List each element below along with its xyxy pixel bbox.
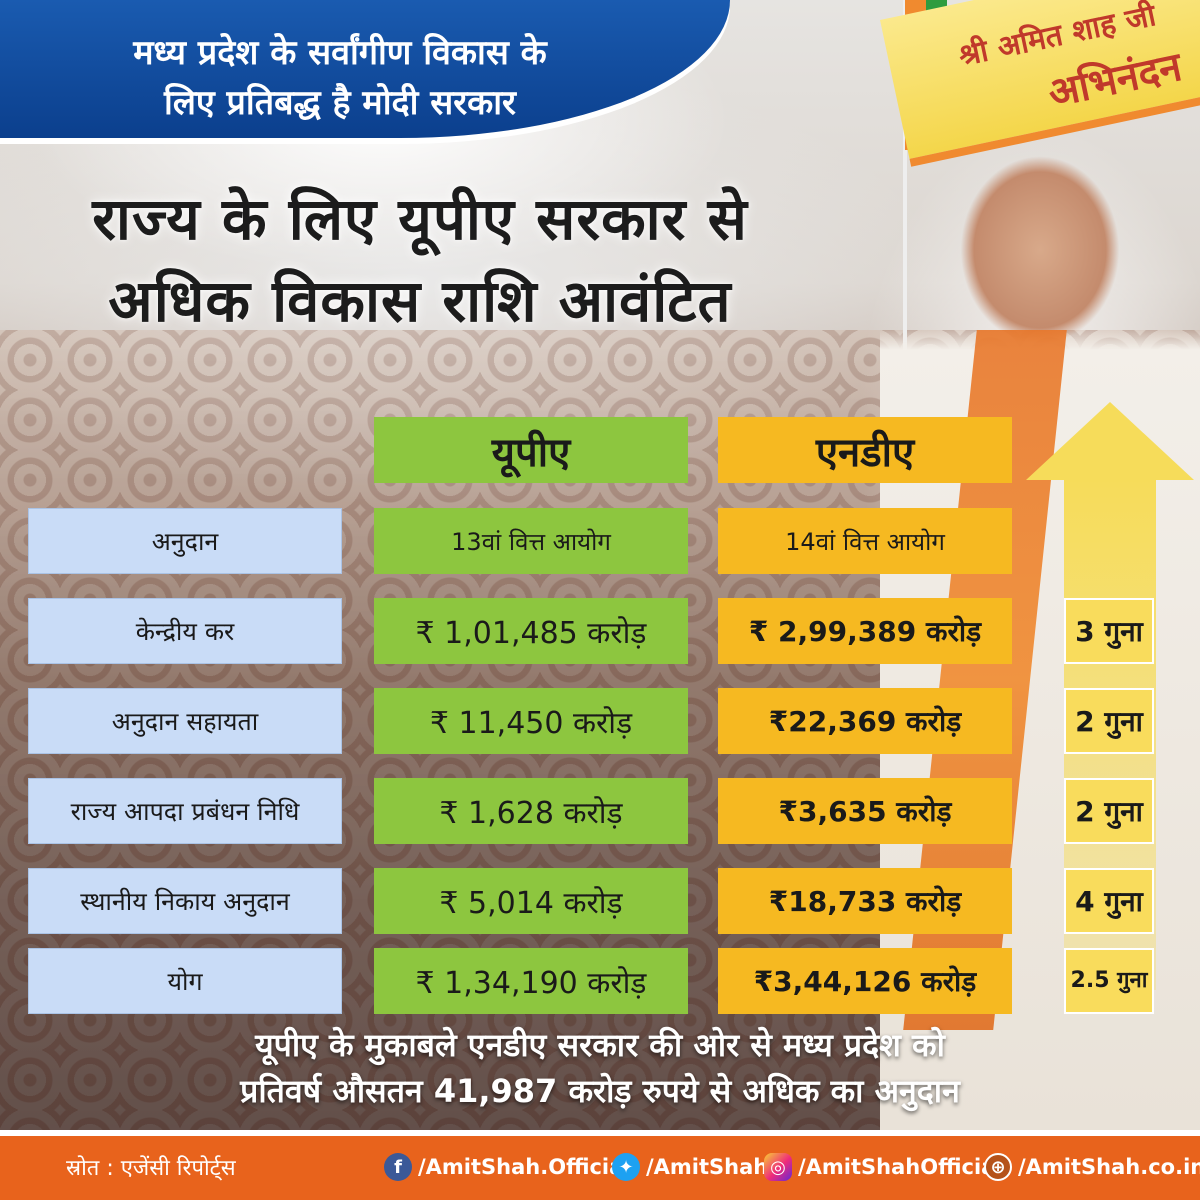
table-row: स्थानीय निकाय अनुदान ₹ 5,014 करोड़ ₹18,7… (0, 868, 1200, 934)
nda-value-total: ₹3,44,126 करोड़ (718, 948, 1012, 1014)
upa-value: ₹ 11,450 करोड़ (374, 688, 688, 754)
headline-line1: राज्य के लिए यूपीए सरकार से (92, 185, 748, 253)
header-title-line2: लिए प्रतिबद्ध है मोदी सरकार (164, 83, 516, 123)
table-row: अनुदान 13वां वित्त आयोग 14वां वित्त आयोग (0, 508, 1200, 574)
column-header-nda: एनडीए (718, 417, 1012, 483)
twitter-icon: ✦ (612, 1153, 640, 1181)
summary-line2: प्रतिवर्ष औसतन 41,987 करोड़ रुपये से अधि… (240, 1072, 960, 1110)
facebook-icon: f (384, 1153, 412, 1181)
upa-value: ₹ 5,014 करोड़ (374, 868, 688, 934)
summary-text: यूपीए के मुकाबले एनडीए सरकार की ओर से मध… (100, 1022, 1100, 1114)
upa-value: ₹ 1,01,485 करोड़ (374, 598, 688, 664)
growth-badge: 4 गुना (1064, 868, 1154, 934)
globe-icon: ⊕ (984, 1153, 1012, 1181)
twitter-handle: /AmitShah (646, 1155, 769, 1179)
footer-bar: स्रोत : एजेंसी रिपोर्ट्स f /AmitShah.Off… (0, 1130, 1200, 1200)
nda-value: ₹22,369 करोड़ (718, 688, 1012, 754)
table-row: योग ₹ 1,34,190 करोड़ ₹3,44,126 करोड़ 2.5… (0, 948, 1200, 1014)
row-label: अनुदान (28, 508, 342, 574)
instagram-link[interactable]: ◎ /AmitShahOfficial (764, 1150, 1003, 1184)
facebook-link[interactable]: f /AmitShah.Official (384, 1150, 631, 1184)
facebook-handle: /AmitShah.Official (418, 1155, 631, 1179)
table-row: राज्य आपदा प्रबंधन निधि ₹ 1,628 करोड़ ₹3… (0, 778, 1200, 844)
website-handle: /AmitShah.co.in (1018, 1155, 1200, 1179)
instagram-handle: /AmitShahOfficial (798, 1155, 1003, 1179)
summary-line1: यूपीए के मुकाबले एनडीए सरकार की ओर से मध… (255, 1026, 945, 1064)
table-row: अनुदान सहायता ₹ 11,450 करोड़ ₹22,369 करो… (0, 688, 1200, 754)
row-label: अनुदान सहायता (28, 688, 342, 754)
website-link[interactable]: ⊕ /AmitShah.co.in (984, 1150, 1200, 1184)
upa-value: 13वां वित्त आयोग (374, 508, 688, 574)
header-title: मध्य प्रदेश के सर्वांगीण विकास के लिए प्… (20, 28, 660, 128)
nda-value: ₹18,733 करोड़ (718, 868, 1012, 934)
nda-value: ₹ 2,99,389 करोड़ (718, 598, 1012, 664)
row-label-total: योग (28, 948, 342, 1014)
upa-value: ₹ 1,628 करोड़ (374, 778, 688, 844)
row-label: स्थानीय निकाय अनुदान (28, 868, 342, 934)
column-header-upa: यूपीए (374, 417, 688, 483)
row-label: राज्य आपदा प्रबंधन निधि (28, 778, 342, 844)
upa-value-total: ₹ 1,34,190 करोड़ (374, 948, 688, 1014)
growth-badge: 3 गुना (1064, 598, 1154, 664)
table-row: केन्द्रीय कर ₹ 1,01,485 करोड़ ₹ 2,99,389… (0, 598, 1200, 664)
up-arrow-head (1026, 402, 1194, 480)
growth-badge-total: 2.5 गुना (1064, 948, 1154, 1014)
nda-value: 14वां वित्त आयोग (718, 508, 1012, 574)
growth-badge: 2 गुना (1064, 778, 1154, 844)
instagram-icon: ◎ (764, 1153, 792, 1181)
nda-value: ₹3,635 करोड़ (718, 778, 1012, 844)
twitter-link[interactable]: ✦ /AmitShah (612, 1150, 768, 1184)
flag-pole (903, 0, 907, 380)
header-title-line1: मध्य प्रदेश के सर्वांगीण विकास के (133, 33, 547, 73)
growth-badge: 2 गुना (1064, 688, 1154, 754)
row-label: केन्द्रीय कर (28, 598, 342, 664)
header-band: मध्य प्रदेश के सर्वांगीण विकास के लिए प्… (0, 0, 730, 138)
headline: राज्य के लिए यूपीए सरकार से अधिक विकास र… (40, 178, 800, 342)
headline-line2: अधिक विकास राशि आवंटित (108, 267, 732, 335)
source-text: स्रोत : एजेंसी रिपोर्ट्स (66, 1156, 236, 1181)
